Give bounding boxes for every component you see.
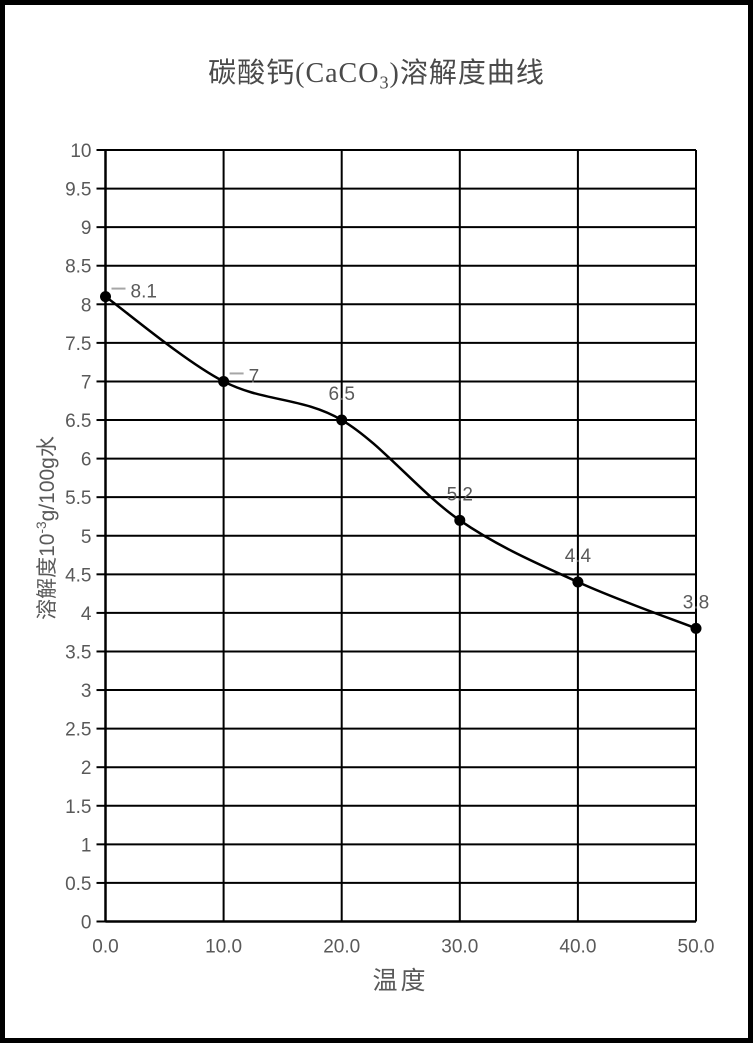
x-tick-label: 50.0: [678, 937, 715, 958]
data-point-label: 5.2: [447, 484, 473, 505]
y-tick-label: 2: [81, 758, 92, 779]
y-axis-title-text: 溶解度10: [36, 533, 59, 620]
chart-title-text: 碳酸钙(CaCO: [208, 58, 380, 89]
y-tick-label: 7.5: [65, 334, 91, 355]
y-tick-label: 1.5: [65, 797, 91, 818]
y-axis-title-suffix: g/100g水: [36, 436, 59, 522]
y-tick-label: 5.5: [65, 488, 91, 509]
y-tick-label: 2.5: [65, 720, 91, 741]
y-tick-label: 3: [81, 681, 92, 702]
y-tick-label: 8: [81, 295, 92, 316]
y-tick-label: 7: [81, 372, 92, 393]
data-point-marker: [454, 514, 466, 526]
y-axis-title: 溶解度10-3g/100g水: [31, 436, 61, 620]
y-tick-label: 6: [81, 450, 92, 471]
y-tick-label: 8.5: [65, 257, 91, 278]
data-point-label: 4.4: [565, 546, 592, 567]
y-tick-label: 6.5: [65, 411, 91, 432]
y-tick-label: 9.5: [65, 180, 91, 201]
x-tick-label: 40.0: [559, 937, 596, 958]
y-axis-title-exponent: -3: [34, 521, 49, 534]
data-point-label: 7: [249, 366, 260, 387]
y-tick-label: 0.5: [65, 874, 91, 895]
data-point-marker: [572, 576, 584, 588]
y-tick-label: 10: [70, 141, 91, 162]
data-point-label: 3.8: [683, 592, 709, 613]
x-tick-label: 0.0: [92, 937, 118, 958]
y-tick-label: 0: [81, 913, 92, 934]
y-tick-label: 5: [81, 527, 92, 548]
y-tick-label: 3.5: [65, 642, 91, 663]
chart-title: 碳酸钙(CaCO3)溶解度曲线: [0, 56, 753, 101]
x-tick-label: 20.0: [323, 937, 360, 958]
data-point-marker: [336, 414, 348, 426]
data-point-label: 8.1: [131, 282, 157, 303]
chart-title-suffix: )溶解度曲线: [389, 58, 545, 89]
x-tick-label: 10.0: [205, 937, 242, 958]
y-tick-label: 9: [81, 218, 92, 239]
solubility-curve: [104, 295, 697, 630]
y-tick-label: 1: [81, 835, 92, 856]
y-tick-label: 4.5: [65, 565, 91, 586]
y-tick-label: 4: [81, 604, 92, 625]
data-point-marker: [690, 622, 702, 634]
x-tick-label: 30.0: [441, 937, 478, 958]
data-point-label: 6.5: [328, 384, 354, 405]
data-point-marker: [100, 291, 111, 303]
chart-title-subscript: 3: [379, 72, 390, 93]
x-axis-title: 温度: [372, 967, 429, 995]
data-point-marker: [218, 375, 230, 387]
